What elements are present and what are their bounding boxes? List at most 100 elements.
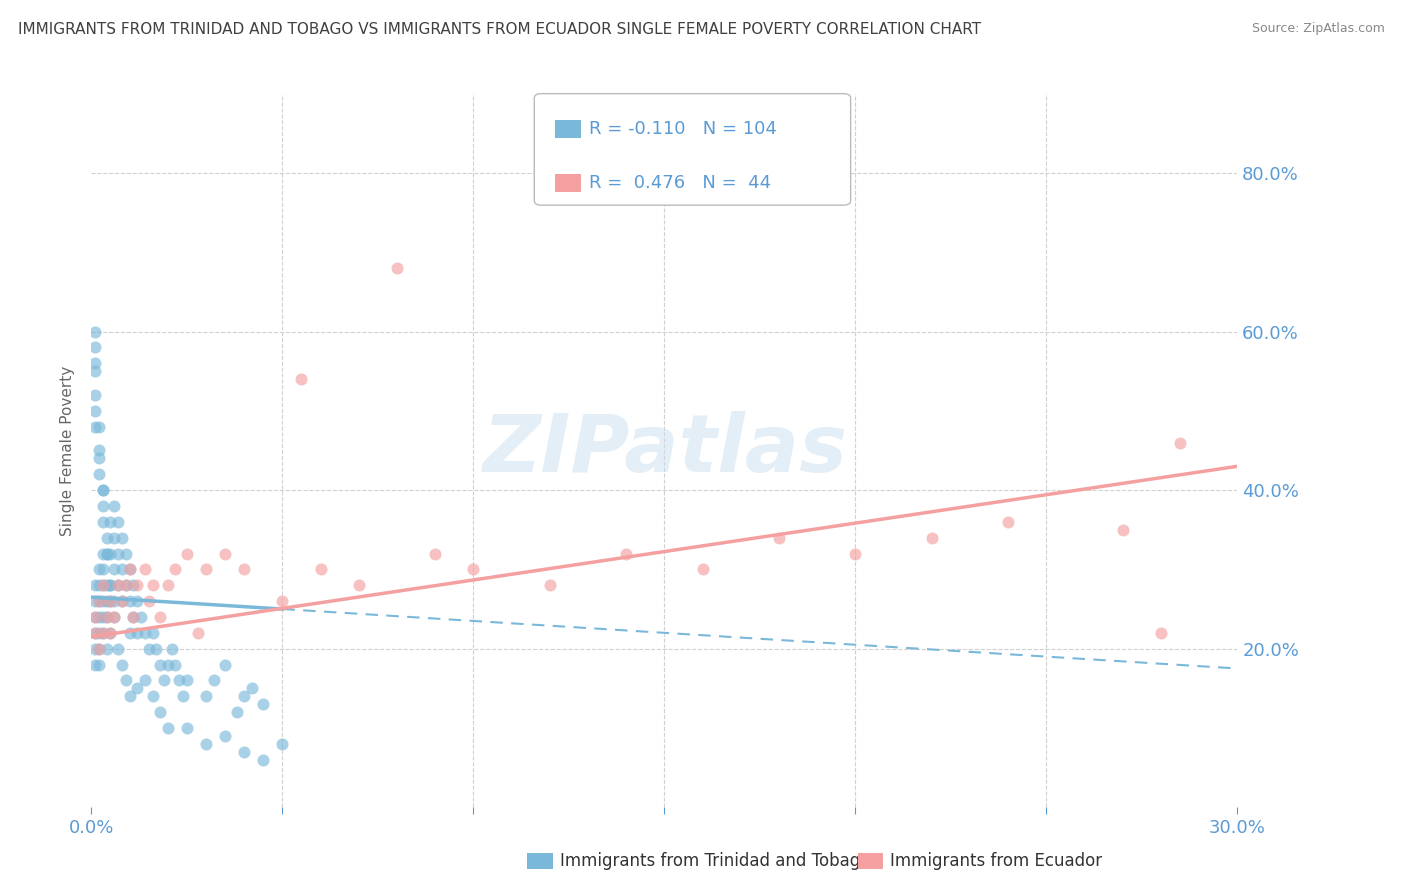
Point: [84, 578, 107, 592]
Point: [176, 721, 198, 735]
Point: [127, 594, 149, 608]
Point: [111, 531, 134, 545]
Point: [87, 451, 110, 466]
Point: [134, 673, 156, 688]
Point: [114, 673, 136, 688]
Point: [87, 578, 110, 592]
Point: [194, 737, 217, 751]
Point: [103, 499, 125, 513]
Point: [87, 641, 110, 656]
Point: [385, 261, 408, 276]
Text: Source: ZipAtlas.com: Source: ZipAtlas.com: [1251, 22, 1385, 36]
Text: R = -0.110   N = 104: R = -0.110 N = 104: [589, 120, 778, 138]
Point: [768, 531, 790, 545]
Point: [91, 483, 114, 497]
Point: [165, 657, 187, 672]
Point: [921, 531, 943, 545]
Point: [103, 594, 125, 608]
Point: [100, 625, 122, 640]
Point: [149, 705, 172, 719]
Point: [91, 499, 114, 513]
Point: [84, 625, 107, 640]
Point: [87, 610, 110, 624]
Point: [84, 356, 107, 370]
Point: [134, 562, 156, 576]
Point: [692, 562, 714, 576]
Point: [84, 657, 107, 672]
Point: [87, 562, 110, 576]
Point: [91, 483, 114, 497]
Point: [84, 610, 107, 624]
Point: [84, 388, 107, 402]
Point: [141, 578, 163, 592]
Point: [84, 641, 107, 656]
Point: [118, 562, 141, 576]
Point: [118, 594, 141, 608]
Point: [84, 610, 107, 624]
Point: [176, 547, 198, 561]
Point: [538, 578, 561, 592]
Y-axis label: Single Female Poverty: Single Female Poverty: [60, 366, 76, 535]
Point: [167, 673, 190, 688]
Point: [844, 547, 866, 561]
Point: [156, 657, 179, 672]
Point: [252, 697, 274, 711]
Point: [87, 443, 110, 458]
Point: [202, 673, 225, 688]
Point: [107, 578, 129, 592]
Point: [309, 562, 332, 576]
Point: [240, 681, 263, 696]
Point: [149, 657, 172, 672]
Point: [145, 641, 167, 656]
Point: [96, 531, 118, 545]
Text: R =  0.476   N =  44: R = 0.476 N = 44: [589, 174, 772, 192]
Point: [187, 625, 209, 640]
Point: [91, 578, 114, 592]
Point: [103, 610, 125, 624]
Point: [118, 562, 141, 576]
Point: [91, 562, 114, 576]
Point: [84, 364, 107, 378]
Point: [84, 594, 107, 608]
Point: [423, 547, 446, 561]
Point: [96, 594, 118, 608]
Point: [91, 625, 114, 640]
Point: [127, 578, 149, 592]
Point: [96, 547, 118, 561]
Point: [134, 625, 156, 640]
Point: [127, 681, 149, 696]
Point: [84, 325, 107, 339]
Point: [114, 578, 136, 592]
Text: IMMIGRANTS FROM TRINIDAD AND TOBAGO VS IMMIGRANTS FROM ECUADOR SINGLE FEMALE POV: IMMIGRANTS FROM TRINIDAD AND TOBAGO VS I…: [18, 22, 981, 37]
Point: [141, 690, 163, 704]
Point: [1150, 625, 1173, 640]
Point: [347, 578, 370, 592]
Point: [127, 625, 149, 640]
Point: [225, 705, 247, 719]
Point: [114, 547, 136, 561]
Point: [214, 547, 236, 561]
Point: [614, 547, 637, 561]
Point: [100, 547, 122, 561]
Point: [997, 515, 1019, 529]
Point: [118, 690, 141, 704]
Point: [100, 594, 122, 608]
Point: [176, 673, 198, 688]
Point: [100, 578, 122, 592]
Point: [96, 610, 118, 624]
Point: [96, 578, 118, 592]
Point: [118, 625, 141, 640]
Point: [156, 578, 179, 592]
Point: [87, 594, 110, 608]
Point: [214, 657, 236, 672]
Point: [84, 419, 107, 434]
Point: [138, 594, 160, 608]
Point: [194, 562, 217, 576]
Point: [271, 594, 294, 608]
Point: [156, 721, 179, 735]
Text: ZIPatlas: ZIPatlas: [482, 411, 846, 490]
Point: [87, 594, 110, 608]
Point: [1168, 435, 1191, 450]
Point: [107, 515, 129, 529]
Point: [103, 562, 125, 576]
